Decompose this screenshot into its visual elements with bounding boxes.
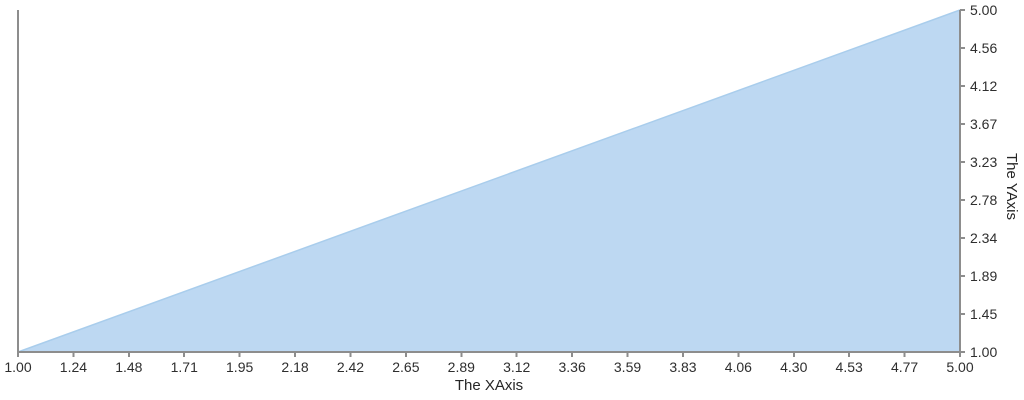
x-tick-label: 4.53: [835, 359, 863, 375]
x-tick-label: 3.83: [669, 359, 697, 375]
x-tick-label: 1.00: [4, 359, 32, 375]
y-tick-label: 1.00: [970, 344, 998, 360]
y-tick-label: 3.67: [970, 116, 998, 132]
x-tick-label: 2.89: [447, 359, 475, 375]
y-tick-label: 5.00: [970, 2, 998, 18]
x-tick-label: 4.77: [890, 359, 919, 375]
x-tick-label: 1.71: [170, 359, 198, 375]
y-axis-title: The YAxis: [1002, 152, 1020, 220]
y-tick-label: 2.34: [970, 230, 998, 246]
x-axis-title: The XAxis: [454, 377, 524, 394]
y-tick-label: 3.23: [970, 154, 998, 170]
x-tick-label: 5.00: [946, 359, 974, 375]
y-tick-label: 1.89: [970, 268, 998, 284]
y-tick-label: 2.78: [970, 192, 998, 208]
x-tick-label: 3.36: [558, 359, 586, 375]
x-tick-label: 4.30: [780, 359, 808, 375]
x-tick-label: 4.06: [724, 359, 752, 375]
x-tick-label: 2.18: [281, 359, 309, 375]
y-tick-label: 4.56: [970, 40, 998, 56]
x-tick-label: 1.48: [115, 359, 143, 375]
series-line: [17, 9, 961, 353]
x-tick-label: 2.42: [336, 359, 365, 375]
x-tick-label: 3.59: [613, 359, 642, 375]
x-tick-label: 3.12: [503, 359, 531, 375]
x-tick-label: 1.24: [59, 359, 88, 375]
x-tick-label: 2.65: [392, 359, 420, 375]
y-tick-label: 4.12: [970, 78, 998, 94]
y-tick-label: 1.45: [970, 306, 998, 322]
x-tick-label: 1.95: [226, 359, 254, 375]
